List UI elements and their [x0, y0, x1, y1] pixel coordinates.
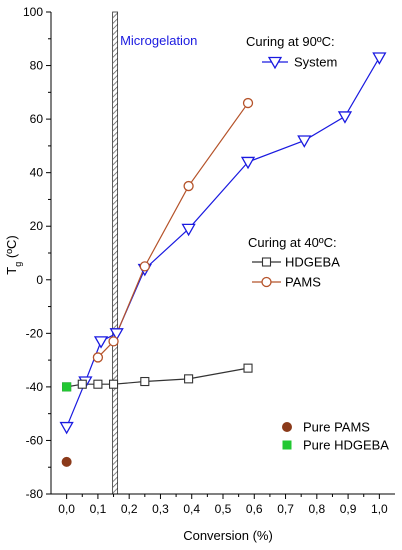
x-tick-label: 0,1: [90, 502, 107, 516]
legend-layer: Curing at 90ºC: System Curing at 40ºC: HDGE…: [246, 34, 389, 453]
legend-heading: Curing at 40ºC:: [248, 235, 337, 250]
x-tick-label: 0,7: [277, 502, 294, 516]
x-tick-label: 0,2: [121, 502, 138, 516]
data-point-pams: [139, 261, 150, 272]
y-axis-label-main: T: [4, 267, 19, 275]
series-line-system: [66, 57, 380, 428]
x-tick-label: 1,0: [371, 502, 388, 516]
x-tick-label: 0,8: [308, 502, 325, 516]
series-markers-layer: [59, 52, 387, 467]
legend-label-system: System: [294, 55, 337, 70]
x-tick-label: 0,6: [246, 502, 263, 516]
data-point-pure-hdgeba: [62, 382, 72, 392]
data-point-system: [372, 52, 387, 65]
y-tick-label: -20: [26, 326, 44, 340]
x-tick-label: 0,3: [152, 502, 169, 516]
legend-label-pure-hdgeba: Pure HDGEBA: [303, 438, 389, 453]
data-point-hdgeba: [140, 376, 150, 387]
series-line-pams: [97, 102, 249, 358]
legend-label-hdgeba: HDGEBA: [285, 255, 340, 270]
data-point-hdgeba: [243, 363, 253, 373]
microgelation-band-layer: [112, 11, 119, 495]
data-point-pure-pams: [61, 456, 72, 467]
x-tick-label: 0,0: [58, 502, 75, 516]
legend-label-pure-pams: Pure PAMS: [303, 420, 370, 435]
legend-marker-system: [267, 56, 283, 70]
y-tick-label: -40: [26, 380, 44, 394]
data-point-pams: [92, 352, 104, 363]
y-tick-label: 60: [30, 112, 44, 126]
y-axis-label: Tg (ºC): [4, 235, 23, 274]
data-point-system: [109, 328, 124, 341]
x-axis-label: Conversion (%): [183, 528, 273, 543]
y-tick-label: 80: [30, 59, 44, 73]
data-point-hdgeba: [93, 379, 103, 389]
data-point-hdgeba: [77, 379, 87, 389]
data-point-system: [59, 421, 74, 435]
y-tick-label: -80: [26, 487, 44, 501]
axes-layer: -80 -60 -40 -20 0 20 40 60 80 100 0,0 0,1 0,2 0,3 0,4 0…: [23, 5, 395, 516]
y-axis-label-subscript: g: [13, 262, 23, 267]
data-point-system: [297, 135, 312, 148]
microgelation-band: [112, 11, 119, 495]
data-point-system: [240, 156, 256, 170]
data-point-system: [337, 111, 353, 124]
microgelation-label: Microgelation: [120, 33, 197, 48]
x-tick-label: 0,9: [340, 502, 357, 516]
y-tick-label: 100: [23, 5, 43, 19]
legend-marker-pure-pams: [282, 422, 292, 432]
y-tick-label: 40: [30, 166, 44, 180]
y-axis-label-unit: (ºC): [4, 235, 19, 261]
data-point-pams: [108, 336, 119, 347]
data-point-hdgeba: [108, 379, 119, 389]
legend-label-pams: PAMS: [285, 275, 321, 290]
legend-marker-pure-hdgeba: [282, 440, 292, 450]
data-point-system: [93, 336, 109, 349]
y-tick-label: -60: [26, 433, 44, 447]
legend-marker-pams: [261, 276, 272, 288]
y-tick-label: 20: [30, 219, 44, 233]
x-tick-label: 0,5: [215, 502, 232, 516]
legend-marker-hdgeba: [261, 257, 272, 267]
y-tick-label: 0: [36, 273, 43, 287]
legend-heading: Curing at 90ºC:: [246, 34, 335, 49]
data-point-hdgeba: [184, 374, 194, 384]
data-point-pams: [242, 97, 254, 109]
data-point-system: [181, 223, 196, 237]
x-tick-label: 0,4: [183, 502, 200, 516]
data-point-pams: [183, 180, 194, 192]
